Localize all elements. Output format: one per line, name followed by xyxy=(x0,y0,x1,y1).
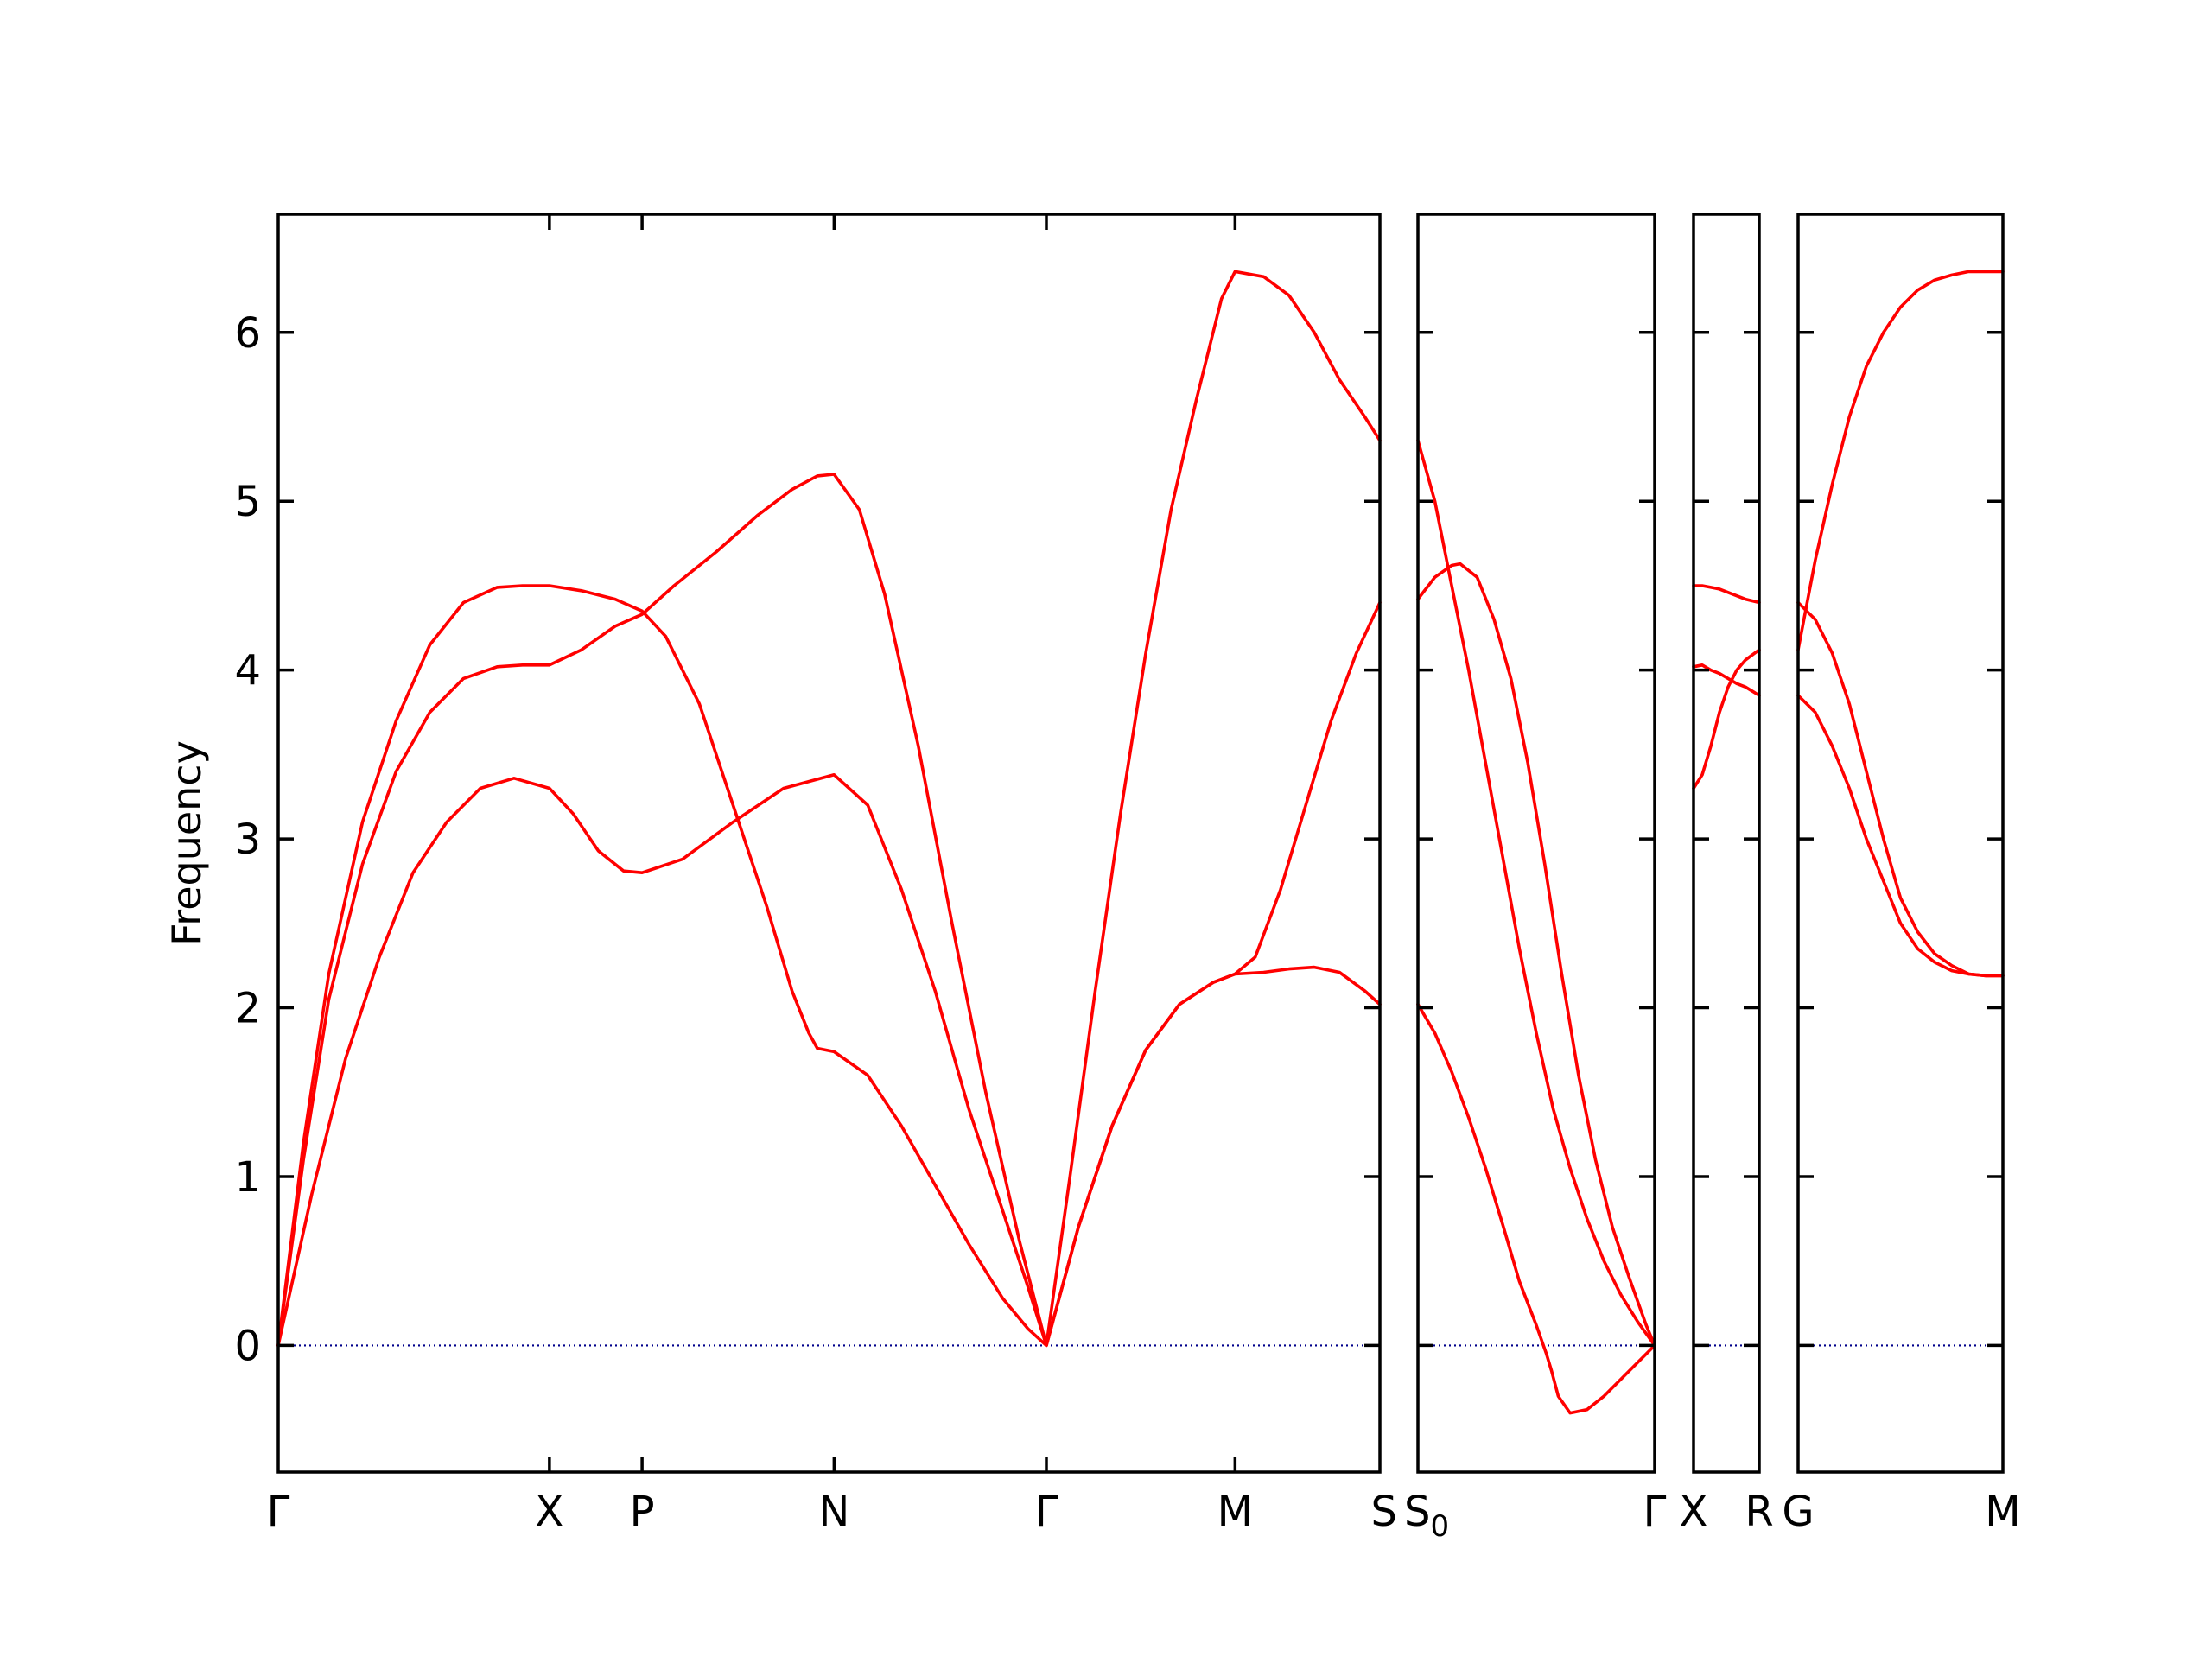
band-line-3 xyxy=(276,584,1382,1348)
x-tick-label: P xyxy=(630,1488,655,1536)
y-tick-label: 1 xyxy=(234,1153,261,1202)
y-tick-label: 2 xyxy=(234,985,261,1033)
y-axis-label: Frequency xyxy=(163,740,210,946)
x-tick-label: Γ xyxy=(267,1488,290,1536)
band-line-1 xyxy=(1796,270,2005,651)
x-tick-label: X xyxy=(535,1488,563,1536)
band-line-2 xyxy=(276,270,1382,1348)
band-line-3 xyxy=(1416,562,1656,1348)
x-tick-label: N xyxy=(818,1488,849,1536)
band-line-1 xyxy=(276,773,1382,1348)
x-tick-label: G xyxy=(1782,1488,1814,1536)
x-tick-label: S xyxy=(1371,1488,1397,1536)
panel-1: 0 1 2 3 4 5 6 Γ X P N Γ M S xyxy=(234,213,1397,1536)
x-tick-label: X xyxy=(1680,1488,1708,1536)
band-line-2 xyxy=(1416,439,1656,1348)
panel-frame xyxy=(1416,213,1656,1474)
panel-frame xyxy=(1692,213,1761,1474)
panel-frame xyxy=(276,213,1382,1474)
x-tick-label: S0 xyxy=(1404,1488,1449,1544)
y-tick-label: 6 xyxy=(234,309,261,358)
panel-frame xyxy=(1796,213,2005,1474)
x-tick-label: M xyxy=(1985,1488,2020,1536)
x-tick-label: R xyxy=(1745,1488,1773,1536)
band-line-2 xyxy=(1692,663,1761,697)
panel-2: S0 Γ xyxy=(1404,213,1667,1544)
x-tick-label: Γ xyxy=(1035,1488,1058,1536)
band-line-3 xyxy=(1796,694,2005,978)
y-tick-label: 3 xyxy=(234,816,261,864)
y-tick-label: 0 xyxy=(234,1322,261,1370)
x-tick-label: Γ xyxy=(1643,1488,1667,1536)
y-tick-label: 4 xyxy=(234,647,261,695)
x-tick-label: M xyxy=(1217,1488,1253,1536)
band-line-1 xyxy=(1416,1002,1656,1415)
band-line-1 xyxy=(1692,648,1761,790)
y-tick-label: 5 xyxy=(234,478,261,526)
band-line-3 xyxy=(1692,584,1761,605)
